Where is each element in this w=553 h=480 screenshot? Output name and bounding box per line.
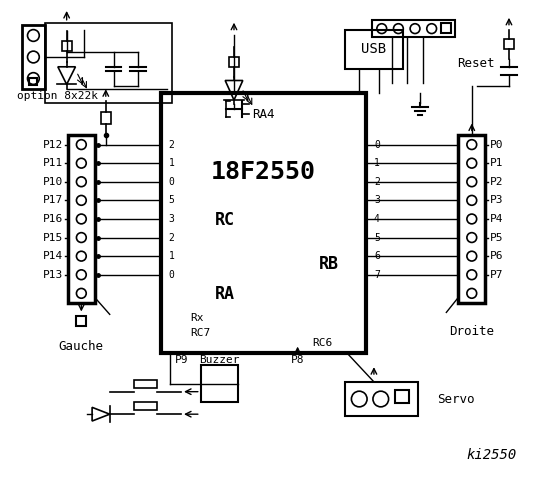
Bar [229,57,239,67]
Text: 5: 5 [374,232,380,242]
Text: USB: USB [361,42,387,56]
Text: P1: P1 [491,158,504,168]
Text: P12: P12 [43,140,62,150]
Text: Servo: Servo [437,393,475,406]
Text: 2: 2 [169,140,174,150]
Text: P17: P17 [43,195,62,205]
Text: 3: 3 [169,214,174,224]
Text: P13: P13 [43,270,62,280]
Text: 0: 0 [169,270,174,280]
Text: 18F2550: 18F2550 [211,159,316,183]
Text: P16: P16 [43,214,62,224]
Text: Droite: Droite [449,325,494,338]
Bar [458,135,486,302]
Text: P14: P14 [43,251,62,261]
Text: Reset: Reset [457,57,494,71]
Text: P2: P2 [491,177,504,187]
Bar [62,41,71,51]
Text: P5: P5 [491,232,504,242]
Text: RC: RC [215,211,234,229]
Text: RA4: RA4 [252,108,275,121]
Text: P4: P4 [491,214,504,224]
Text: 1: 1 [169,251,174,261]
Bar [201,365,238,402]
Text: P3: P3 [491,195,504,205]
Text: P6: P6 [491,251,504,261]
Bar [67,135,95,302]
Text: RC7: RC7 [190,328,210,338]
Bar [345,382,418,416]
Bar [441,23,451,33]
Text: 6: 6 [374,251,380,261]
Text: P7: P7 [491,270,504,280]
Bar [45,23,173,103]
Bar [395,390,409,403]
Bar [133,402,158,410]
Bar [76,316,86,326]
Text: Buzzer: Buzzer [199,355,239,365]
Text: P10: P10 [43,177,62,187]
Text: Gauche: Gauche [59,340,104,353]
Text: P9: P9 [174,355,188,365]
Text: 0: 0 [169,177,174,187]
Text: RA: RA [215,285,234,303]
Text: 5: 5 [169,195,174,205]
Text: P15: P15 [43,232,62,242]
Text: P8: P8 [291,355,304,365]
Text: 2: 2 [169,232,174,242]
Bar [101,112,111,124]
Text: 1: 1 [374,158,380,168]
Text: 0: 0 [374,140,380,150]
Text: Rx: Rx [190,313,204,324]
Text: 4: 4 [374,214,380,224]
Text: P11: P11 [43,158,62,168]
Text: ki2550: ki2550 [466,448,517,462]
Text: 7: 7 [374,270,380,280]
Text: RC6: RC6 [312,338,332,348]
Text: 1: 1 [169,158,174,168]
Bar [22,24,45,89]
Text: P0: P0 [491,140,504,150]
Bar [372,20,455,37]
Text: 2: 2 [374,177,380,187]
Bar [345,30,403,69]
Bar [504,39,514,49]
Bar [160,93,366,352]
Text: option 8x22k: option 8x22k [17,91,98,101]
Bar [29,78,37,85]
Text: RB: RB [319,255,338,274]
Bar [133,380,158,388]
Text: 3: 3 [374,195,380,205]
